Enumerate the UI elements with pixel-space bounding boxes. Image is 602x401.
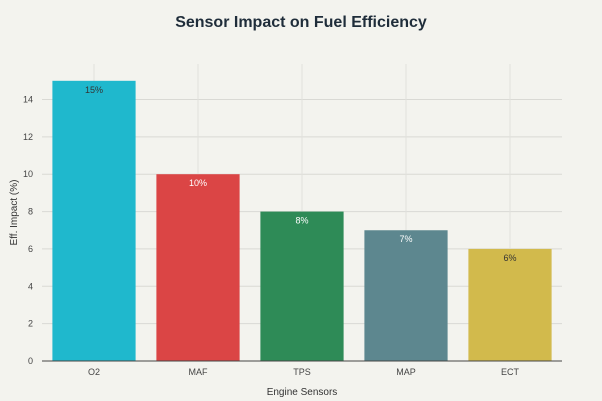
x-tick-label: MAF: [189, 367, 209, 377]
bar-o2: [52, 80, 136, 362]
data-label-o2: 15%: [85, 85, 103, 95]
data-label-map: 7%: [399, 234, 412, 244]
y-tick-label: 4: [28, 281, 33, 291]
data-label-ect: 6%: [503, 253, 516, 263]
y-tick-label: 10: [23, 169, 33, 179]
bar-map: [364, 230, 448, 361]
x-tick-label: TPS: [293, 367, 311, 377]
x-tick-label: MAP: [396, 367, 416, 377]
chart-title: Sensor Impact on Fuel Efficiency: [175, 14, 427, 31]
y-tick-label: 14: [23, 94, 33, 104]
bar-tps: [260, 211, 344, 361]
bar-ect: [468, 248, 552, 361]
data-label-maf: 10%: [189, 178, 207, 188]
bar-maf: [156, 174, 240, 361]
y-tick-label: 0: [28, 356, 33, 366]
x-axis-title: Engine Sensors: [267, 387, 338, 398]
y-axis-title: Eff. Impact (%): [9, 180, 20, 246]
y-tick-label: 6: [28, 244, 33, 254]
x-tick-label: O2: [88, 367, 100, 377]
data-label-tps: 8%: [295, 216, 308, 226]
y-tick-label: 2: [28, 319, 33, 329]
y-tick-label: 8: [28, 207, 33, 217]
y-tick-label: 12: [23, 132, 33, 142]
x-tick-label: ECT: [501, 367, 520, 377]
